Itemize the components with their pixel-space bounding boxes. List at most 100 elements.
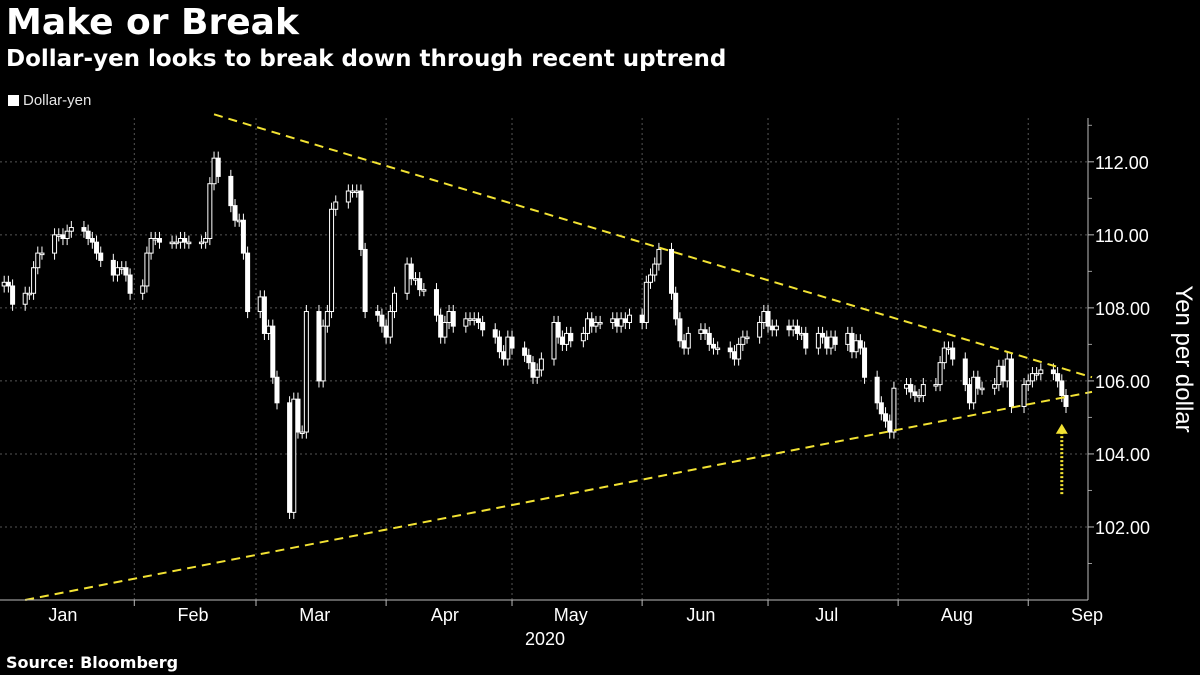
candle [761, 304, 767, 330]
candle-body [677, 318, 683, 342]
candle [295, 392, 301, 439]
candle-body [26, 292, 32, 296]
candle-body [98, 252, 104, 261]
candle [945, 341, 951, 355]
candle-body [979, 387, 985, 391]
candle-body [824, 336, 830, 349]
candle [509, 330, 515, 355]
candle [450, 304, 456, 333]
candle-body [564, 332, 570, 345]
candle [22, 286, 28, 311]
candle-body [1055, 373, 1061, 382]
candle [828, 330, 834, 355]
candle-body [1034, 373, 1040, 376]
candle-body [673, 292, 679, 320]
candle-body [643, 281, 649, 323]
candle-body [761, 311, 767, 323]
candle-body [815, 332, 821, 349]
candle [408, 257, 414, 286]
candle-body [585, 318, 591, 334]
legend-swatch [8, 95, 19, 106]
candle-body [446, 311, 452, 323]
candle [589, 312, 595, 333]
legend: Dollar-yen [8, 92, 91, 109]
candle-body [85, 230, 91, 240]
candle-body [404, 263, 410, 294]
candle [316, 304, 322, 388]
candle-body [1008, 358, 1014, 407]
candle [257, 290, 263, 319]
candle-body [937, 362, 943, 386]
candle [94, 235, 100, 260]
candle-body [887, 420, 893, 433]
candle [731, 345, 737, 366]
candle-body [828, 336, 834, 349]
candle-body [173, 241, 179, 245]
candle-body [22, 292, 28, 305]
candle [266, 319, 272, 341]
candle-body [182, 238, 188, 243]
candle-body [593, 321, 599, 327]
candle [706, 326, 712, 351]
x-tick-label: Sep [1071, 605, 1103, 625]
candle [530, 356, 536, 384]
candle [698, 323, 704, 341]
candle [433, 283, 439, 322]
candle [467, 312, 473, 326]
candle-body [127, 274, 133, 294]
candle [564, 326, 570, 351]
candle-body [857, 340, 863, 349]
candle-body [668, 248, 674, 294]
candle-body [240, 219, 246, 254]
candle-body [538, 358, 544, 371]
candle-body [1021, 384, 1027, 407]
candle-body [64, 230, 70, 240]
candle-body [203, 238, 209, 243]
candle-body [912, 391, 918, 397]
candle [622, 312, 628, 330]
candle [522, 341, 528, 362]
candle-body [362, 248, 368, 313]
candle-body [874, 376, 880, 404]
legend-label: Dollar-yen [23, 92, 92, 109]
candle-body [1000, 365, 1006, 382]
candle [291, 392, 297, 519]
candle [1029, 367, 1035, 388]
candle [597, 315, 603, 330]
candle-body [39, 252, 45, 256]
candle [769, 319, 775, 337]
candle-body [904, 384, 910, 389]
candle [148, 231, 154, 260]
candle-body [551, 321, 557, 360]
candle-body [379, 314, 385, 327]
candle-body [207, 183, 213, 240]
chart-subtitle: Dollar-yen looks to break down through r… [6, 46, 727, 72]
candle [786, 319, 792, 337]
candle [324, 304, 330, 333]
candle-body [287, 402, 293, 513]
candle-body [148, 238, 154, 254]
candle-body [702, 329, 708, 334]
candle-body [505, 336, 511, 360]
candle [585, 312, 591, 341]
candle [320, 319, 326, 388]
candle-body [492, 329, 498, 338]
candle [824, 330, 830, 355]
candle-body [316, 311, 322, 382]
candle [5, 275, 11, 293]
candle [198, 235, 204, 249]
candle-body [568, 332, 574, 342]
candle-body [274, 376, 280, 404]
candle [891, 381, 897, 439]
candle [463, 312, 469, 333]
candle-body [140, 285, 146, 294]
candle [790, 319, 796, 337]
candle-body [526, 354, 532, 364]
candle-body [186, 241, 192, 245]
candle [551, 315, 557, 366]
candle [492, 323, 498, 344]
source-note: Source: Bloomberg [6, 653, 179, 672]
candle [203, 231, 209, 249]
candle-body [291, 398, 297, 513]
candle [580, 326, 586, 348]
